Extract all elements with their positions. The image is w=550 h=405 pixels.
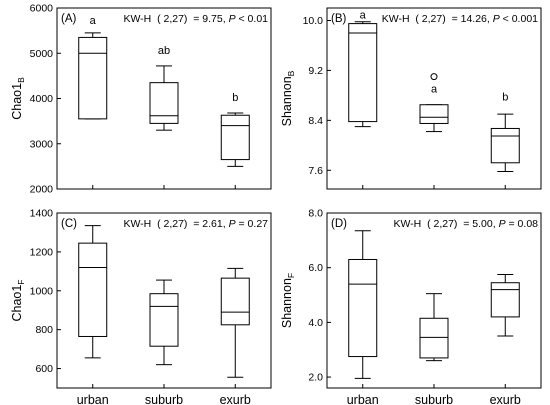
- y-tick-label: 8.0: [308, 208, 323, 220]
- y-axis-label-subscript: B: [286, 70, 296, 76]
- stat-prefix: KW-H ( 2,27) = 2.61,: [123, 218, 228, 230]
- y-axis-label: Chao1B: [10, 77, 26, 120]
- y-tick-label: 4.0: [308, 317, 323, 329]
- x-tick-label-exurb: exurb: [490, 393, 521, 405]
- stat-p-value: = 0.27: [236, 218, 269, 230]
- box-urban: a: [78, 15, 108, 120]
- y-axis-label-main: Chao1: [10, 83, 24, 120]
- outlier-point: [430, 73, 438, 81]
- stat-p-value: < 0.01: [236, 13, 269, 25]
- panel-1: 2000 3000 4000 5000 6000 Chao1B (A) KW-H ( 2,27…: [10, 3, 272, 196]
- box-suburb: a: [419, 73, 449, 133]
- stat-p-value: = 0.08: [506, 218, 539, 230]
- y-tick-label: 1000: [30, 285, 54, 297]
- y-tick-label: 5000: [30, 48, 54, 60]
- panel-4: 2.0 4.0 6.0 8.0 ShannonF (D) KW-H ( 2,27) = 5.…: [280, 208, 542, 405]
- y-axis-label: ShannonF: [280, 273, 296, 328]
- y-axis-label-main: Chao1: [10, 285, 24, 322]
- box-iqr: [78, 242, 108, 337]
- y-tick-label: 4000: [30, 93, 54, 105]
- box-exurb: b: [220, 92, 250, 167]
- significance-letter: a: [431, 83, 438, 95]
- box-suburb: [149, 279, 179, 366]
- box-iqr: [149, 82, 179, 124]
- stat-annotation: KW-H ( 2,27) = 14.26, P < 0.001: [382, 13, 538, 25]
- stat-p-symbol: P: [493, 13, 500, 25]
- y-axis-label-subscript: F: [16, 279, 26, 284]
- box-iqr: [419, 317, 449, 359]
- significance-letter: a: [360, 10, 367, 22]
- box-suburb: ab: [149, 45, 179, 131]
- box-urban: a: [348, 10, 378, 128]
- panel-2: 7.6 8.4 9.2 10.0 ShannonB (B) KW-H ( 2,27) = 1…: [280, 7, 542, 190]
- x-tick-label-suburb: suburb: [415, 393, 453, 405]
- stat-p-value: < 0.001: [500, 13, 538, 25]
- box-urban: [348, 230, 378, 379]
- box-exurb: [220, 267, 250, 378]
- stat-prefix: KW-H ( 2,27) = 9.75,: [123, 13, 228, 25]
- stat-annotation: KW-H ( 2,27) = 9.75, P < 0.01: [123, 13, 268, 25]
- box-iqr: [220, 277, 250, 326]
- y-axis-label: Chao1F: [10, 279, 26, 321]
- y-tick-label: 600: [35, 363, 53, 375]
- x-tick-label-urban: urban: [77, 393, 109, 405]
- y-tick-label: 1200: [30, 246, 54, 258]
- panel-label: (D): [331, 218, 347, 230]
- stat-annotation: KW-H ( 2,27) = 5.00, P = 0.08: [393, 218, 538, 230]
- significance-letter: a: [90, 15, 97, 27]
- box-urban: [78, 225, 108, 359]
- box-exurb: b: [490, 91, 520, 173]
- y-tick-label: 800: [35, 324, 53, 336]
- y-axis-label-subscript: B: [16, 77, 26, 83]
- stat-p-symbol: P: [499, 218, 506, 230]
- y-tick-label: 10.0: [303, 15, 324, 27]
- x-tick-label-exurb: exurb: [220, 393, 251, 405]
- y-axis-label-main: Shannon: [280, 278, 294, 328]
- box-exurb: [490, 274, 520, 337]
- stat-p-symbol: P: [229, 218, 236, 230]
- stat-prefix: KW-H ( 2,27) = 5.00,: [393, 218, 498, 230]
- y-tick-label: 6.0: [308, 262, 323, 274]
- stat-p-symbol: P: [229, 13, 236, 25]
- x-tick-label-suburb: suburb: [145, 393, 183, 405]
- stat-annotation: KW-H ( 2,27) = 2.61, P = 0.27: [123, 218, 268, 230]
- box-iqr: [220, 114, 250, 161]
- y-tick-label: 9.2: [308, 65, 323, 77]
- y-axis-label-subscript: F: [286, 273, 296, 278]
- panel-label: (C): [61, 218, 77, 230]
- y-tick-label: 2000: [30, 184, 54, 196]
- box-iqr: [490, 127, 520, 164]
- box-iqr: [419, 104, 449, 124]
- panel-label: (B): [331, 13, 347, 25]
- box-iqr: [78, 36, 108, 120]
- box-iqr: [149, 293, 179, 347]
- y-axis-label-main: Shannon: [280, 76, 294, 126]
- y-tick-label: 3000: [30, 138, 54, 150]
- y-tick-label: 7.6: [308, 165, 323, 177]
- significance-letter: b: [502, 91, 508, 103]
- y-tick-label: 2.0: [308, 372, 323, 384]
- box-iqr: [490, 282, 520, 318]
- x-tick-label-urban: urban: [347, 393, 379, 405]
- significance-letter: ab: [158, 45, 170, 57]
- box-iqr: [348, 258, 378, 358]
- box-suburb: [419, 293, 449, 362]
- y-tick-label: 6000: [30, 3, 54, 15]
- panel-label: (A): [61, 13, 77, 25]
- panel-3: 600 800 1000 1200 1400 Chao1F (C) KW-H ( 2,27) …: [10, 208, 272, 405]
- box-iqr: [348, 23, 378, 123]
- stat-prefix: KW-H ( 2,27) = 14.26,: [382, 13, 493, 25]
- y-axis-label: ShannonB: [280, 70, 296, 126]
- y-tick-label: 1400: [30, 208, 54, 220]
- y-tick-label: 8.4: [308, 115, 323, 127]
- significance-letter: b: [232, 92, 238, 104]
